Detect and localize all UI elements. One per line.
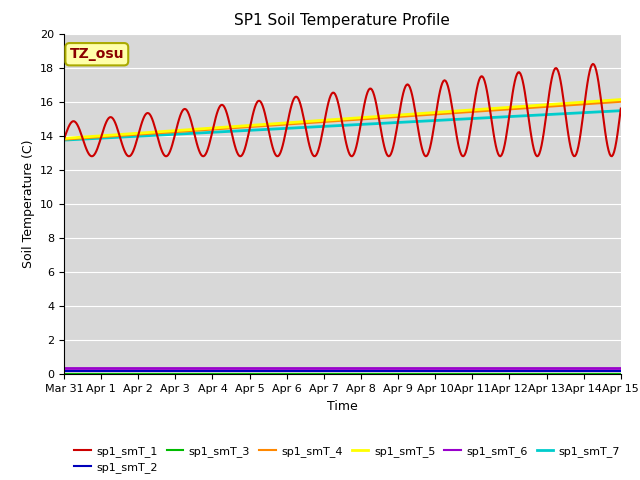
sp1_smT_6 <box>362 366 369 372</box>
Line: sp1_smT_5: sp1_smT_5 <box>64 99 621 138</box>
sp1_smT_3 <box>328 371 335 377</box>
sp1_smT_7 <box>392 120 399 125</box>
Title: SP1 Soil Temperature Profile: SP1 Soil Temperature Profile <box>234 13 451 28</box>
sp1_smT_4 <box>392 114 399 120</box>
sp1_smT_3 <box>362 371 369 377</box>
Line: sp1_smT_7: sp1_smT_7 <box>64 111 621 140</box>
sp1_smT_6 <box>328 366 335 372</box>
sp1_smT_2 <box>328 369 335 374</box>
sp1_smT_3 <box>604 371 611 377</box>
sp1_smT_1 <box>589 61 596 67</box>
sp1_smT_6 <box>617 366 625 372</box>
sp1_smT_1 <box>518 73 525 79</box>
sp1_smT_7 <box>324 123 332 129</box>
sp1_smT_5 <box>328 117 335 122</box>
sp1_smT_7 <box>617 108 625 114</box>
sp1_smT_7 <box>516 113 524 119</box>
sp1_smT_4 <box>362 116 369 121</box>
sp1_smT_1 <box>60 136 68 142</box>
sp1_smT_1 <box>362 93 370 99</box>
sp1_smT_3 <box>392 371 399 377</box>
sp1_smT_5 <box>324 117 332 123</box>
sp1_smT_2 <box>324 369 332 374</box>
sp1_smT_4 <box>617 98 625 104</box>
sp1_smT_3 <box>324 371 332 377</box>
sp1_smT_2 <box>604 369 611 374</box>
sp1_smT_5 <box>516 104 524 109</box>
sp1_smT_6 <box>392 366 399 372</box>
sp1_smT_1 <box>393 127 401 133</box>
sp1_smT_3 <box>617 371 625 377</box>
sp1_smT_3 <box>60 371 68 377</box>
Line: sp1_smT_4: sp1_smT_4 <box>64 101 621 139</box>
sp1_smT_7 <box>362 121 369 127</box>
sp1_smT_2 <box>392 369 399 374</box>
sp1_smT_4 <box>60 136 68 142</box>
sp1_smT_5 <box>617 96 625 102</box>
sp1_smT_1 <box>236 154 244 159</box>
sp1_smT_1 <box>617 106 625 111</box>
sp1_smT_7 <box>604 108 611 114</box>
sp1_smT_4 <box>516 106 524 111</box>
sp1_smT_2 <box>60 369 68 374</box>
sp1_smT_2 <box>516 369 524 374</box>
sp1_smT_4 <box>324 119 332 124</box>
X-axis label: Time: Time <box>327 400 358 413</box>
sp1_smT_6 <box>516 366 524 372</box>
sp1_smT_1 <box>326 96 333 101</box>
Legend: sp1_smT_1, sp1_smT_2, sp1_smT_3, sp1_smT_4, sp1_smT_5, sp1_smT_6, sp1_smT_7: sp1_smT_1, sp1_smT_2, sp1_smT_3, sp1_smT… <box>70 441 625 478</box>
sp1_smT_6 <box>324 366 332 372</box>
sp1_smT_5 <box>362 115 369 120</box>
sp1_smT_4 <box>328 118 335 124</box>
sp1_smT_7 <box>60 137 68 143</box>
sp1_smT_3 <box>516 371 524 377</box>
sp1_smT_1 <box>606 151 614 157</box>
sp1_smT_6 <box>604 366 611 372</box>
Y-axis label: Soil Temperature (C): Soil Temperature (C) <box>22 140 35 268</box>
sp1_smT_7 <box>328 123 335 129</box>
sp1_smT_5 <box>60 135 68 141</box>
sp1_smT_2 <box>362 369 369 374</box>
sp1_smT_5 <box>392 112 399 118</box>
sp1_smT_2 <box>617 369 625 374</box>
sp1_smT_6 <box>60 366 68 372</box>
sp1_smT_1 <box>329 90 337 96</box>
sp1_smT_5 <box>604 97 611 103</box>
Line: sp1_smT_1: sp1_smT_1 <box>64 64 621 156</box>
sp1_smT_4 <box>604 99 611 105</box>
Text: TZ_osu: TZ_osu <box>70 47 124 61</box>
